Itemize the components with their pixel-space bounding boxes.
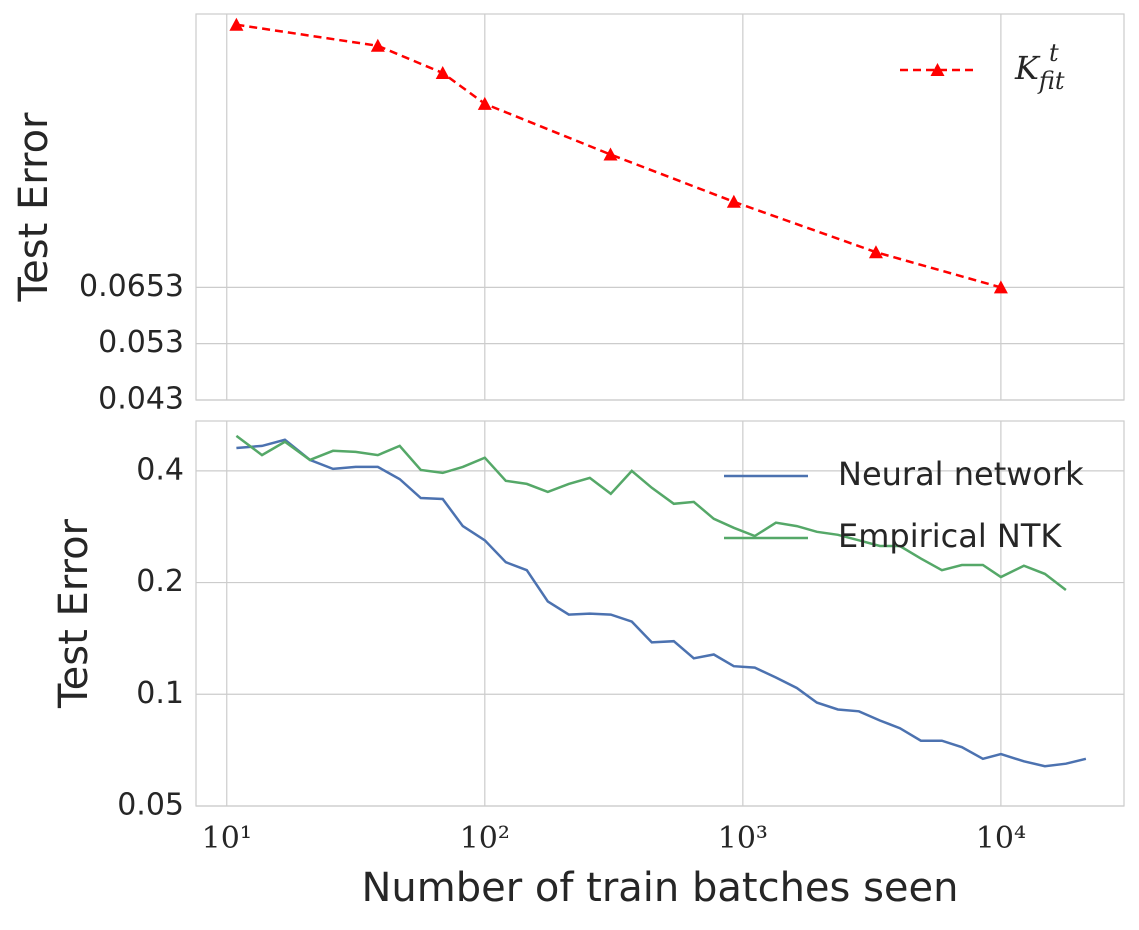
legend-marker bbox=[930, 63, 945, 76]
legend-label: Neural network bbox=[838, 455, 1084, 493]
x-axis-label: Number of train batches seen bbox=[362, 865, 959, 911]
point-marker bbox=[993, 280, 1008, 294]
x-tick-label: 10⁴ bbox=[976, 821, 1026, 856]
legend-label: Kfitt bbox=[1014, 39, 1065, 95]
y-tick-label: 0.043 bbox=[98, 382, 184, 417]
point-marker bbox=[868, 245, 883, 259]
x-tick-label: 10² bbox=[460, 821, 510, 856]
y-tick-label: 0.05 bbox=[117, 788, 184, 823]
y-tick-label: 0.0653 bbox=[79, 269, 184, 304]
point-marker bbox=[603, 147, 618, 161]
point-marker bbox=[370, 38, 385, 52]
point-marker bbox=[229, 17, 244, 31]
legend-label: Empirical NTK bbox=[838, 517, 1062, 555]
y-tick-label: 0.4 bbox=[136, 452, 184, 487]
y-tick-label: 0.053 bbox=[98, 325, 184, 360]
series-line bbox=[236, 438, 1087, 768]
plot-area bbox=[195, 420, 1125, 807]
plot-area bbox=[195, 13, 1125, 401]
x-tick-label: 10³ bbox=[718, 821, 768, 856]
y-axis-label: Test Error bbox=[11, 112, 57, 303]
series-line bbox=[235, 434, 1067, 591]
point-marker bbox=[477, 96, 492, 110]
y-tick-label: 0.1 bbox=[136, 676, 184, 711]
point-marker bbox=[435, 66, 450, 80]
y-axis-label: Test Error bbox=[51, 518, 97, 709]
y-tick-label: 0.2 bbox=[136, 564, 184, 599]
x-tick-label: 10¹ bbox=[202, 821, 252, 856]
point-marker bbox=[726, 194, 741, 208]
